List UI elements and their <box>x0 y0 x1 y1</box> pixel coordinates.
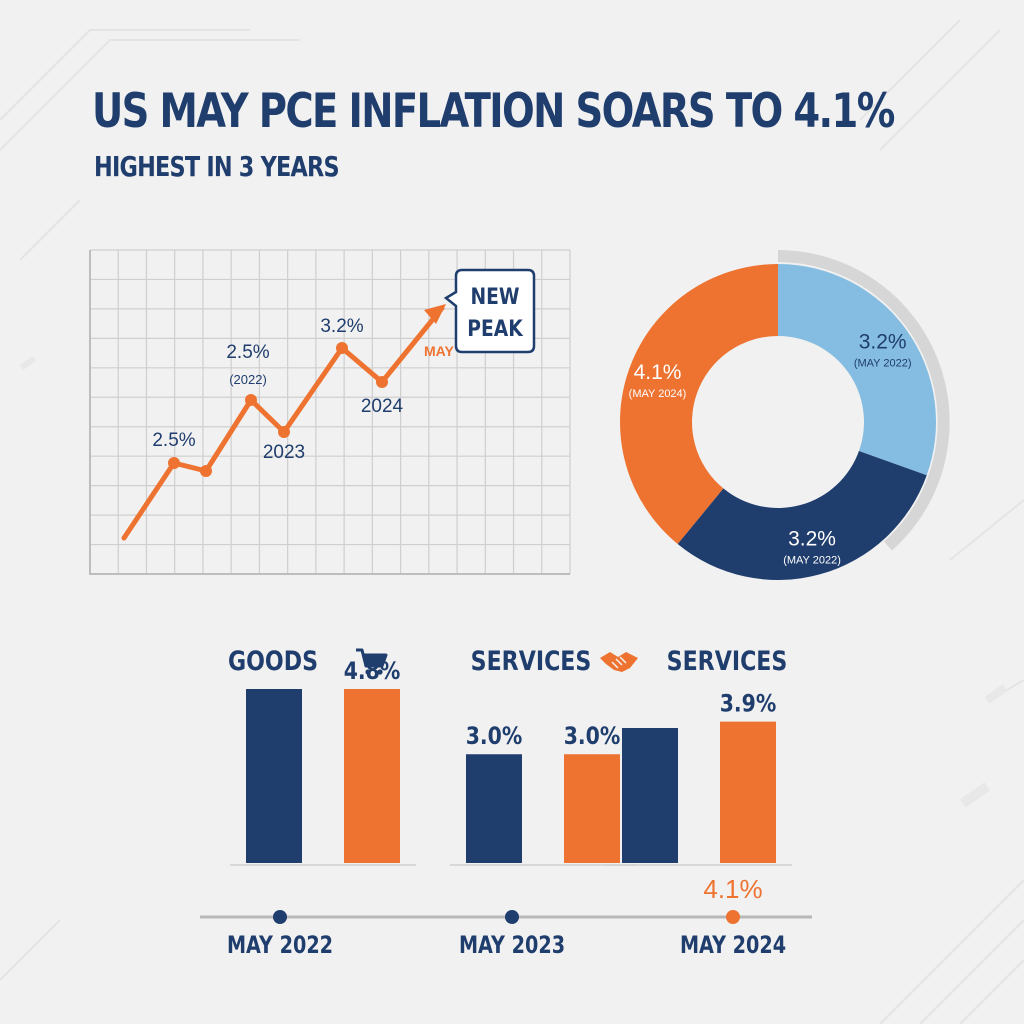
page-title: US MAY PCE INFLATION SOARS TO 4.1% <box>92 84 895 139</box>
page-subtitle: HIGHEST IN 3 YEARS <box>94 150 340 183</box>
